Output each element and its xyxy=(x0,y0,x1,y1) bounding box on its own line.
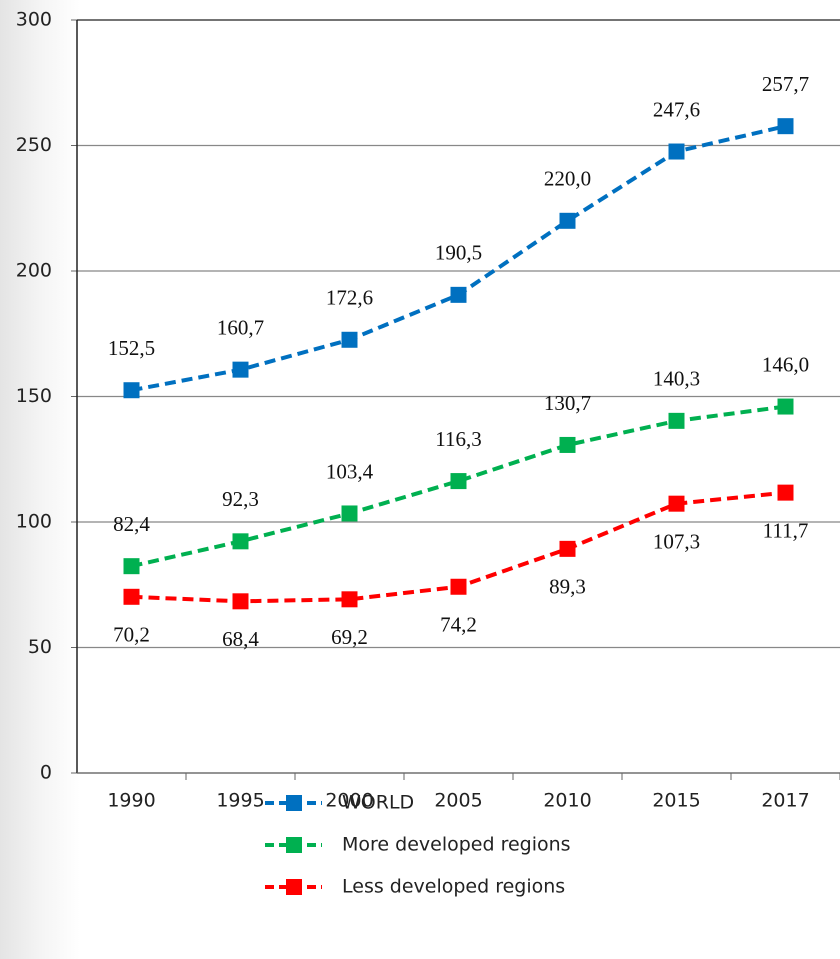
marker xyxy=(777,398,794,415)
y-tick-label: 0 xyxy=(40,762,52,784)
data-label: 146,0 xyxy=(762,352,809,376)
data-label: 247,6 xyxy=(653,97,700,121)
data-label: 111,7 xyxy=(763,518,809,542)
data-label: 160,7 xyxy=(217,315,264,339)
marker xyxy=(123,558,140,575)
data-label: 257,7 xyxy=(762,72,809,96)
marker xyxy=(668,143,685,160)
legend-marker xyxy=(286,879,302,895)
y-tick-label: 150 xyxy=(16,385,52,407)
marker xyxy=(450,578,467,595)
data-label: 68,4 xyxy=(222,627,259,651)
marker xyxy=(777,484,794,501)
data-label: 152,5 xyxy=(108,336,155,360)
data-label: 69,2 xyxy=(331,625,368,649)
marker xyxy=(668,495,685,512)
data-label: 103,4 xyxy=(326,459,374,483)
marker xyxy=(123,588,140,605)
marker xyxy=(232,361,249,378)
marker xyxy=(450,473,467,490)
legend-marker xyxy=(286,837,302,853)
marker xyxy=(559,436,576,453)
legend-marker xyxy=(286,795,302,811)
y-tick-label: 200 xyxy=(16,260,52,282)
data-label: 172,6 xyxy=(326,286,373,310)
marker xyxy=(341,591,358,608)
x-tick-label: 2000 xyxy=(325,790,373,812)
x-tick-label: 2010 xyxy=(543,790,591,812)
data-label: 116,3 xyxy=(435,427,481,451)
marker xyxy=(777,118,794,135)
x-tick-label: 2017 xyxy=(761,790,809,812)
marker xyxy=(341,505,358,522)
x-tick-label: 1990 xyxy=(107,790,155,812)
data-label: 190,5 xyxy=(435,241,482,265)
legend-label: Less developed regions xyxy=(342,876,565,898)
marker xyxy=(450,286,467,303)
x-tick-label: 2015 xyxy=(652,790,700,812)
data-label: 140,3 xyxy=(653,367,700,391)
data-label: 89,3 xyxy=(549,575,586,599)
y-tick-label: 50 xyxy=(28,636,52,658)
data-label: 220,0 xyxy=(544,167,591,191)
marker xyxy=(123,382,140,399)
marker xyxy=(232,533,249,550)
data-label: 74,2 xyxy=(440,613,477,637)
data-label: 92,3 xyxy=(222,487,259,511)
data-label: 82,4 xyxy=(113,512,150,536)
marker xyxy=(232,593,249,610)
marker xyxy=(341,331,358,348)
data-label: 70,2 xyxy=(113,623,150,647)
y-tick-label: 100 xyxy=(16,511,52,533)
y-tick-label: 300 xyxy=(16,9,52,31)
marker xyxy=(559,540,576,557)
data-label: 107,3 xyxy=(653,529,700,553)
y-tick-label: 250 xyxy=(16,134,52,156)
legend-label: More developed regions xyxy=(342,834,571,856)
data-label: 130,7 xyxy=(544,391,591,415)
marker xyxy=(668,412,685,429)
legend-label: WORLD xyxy=(342,792,414,814)
marker xyxy=(559,212,576,229)
x-tick-label: 1995 xyxy=(216,790,264,812)
x-tick-label: 2005 xyxy=(434,790,482,812)
